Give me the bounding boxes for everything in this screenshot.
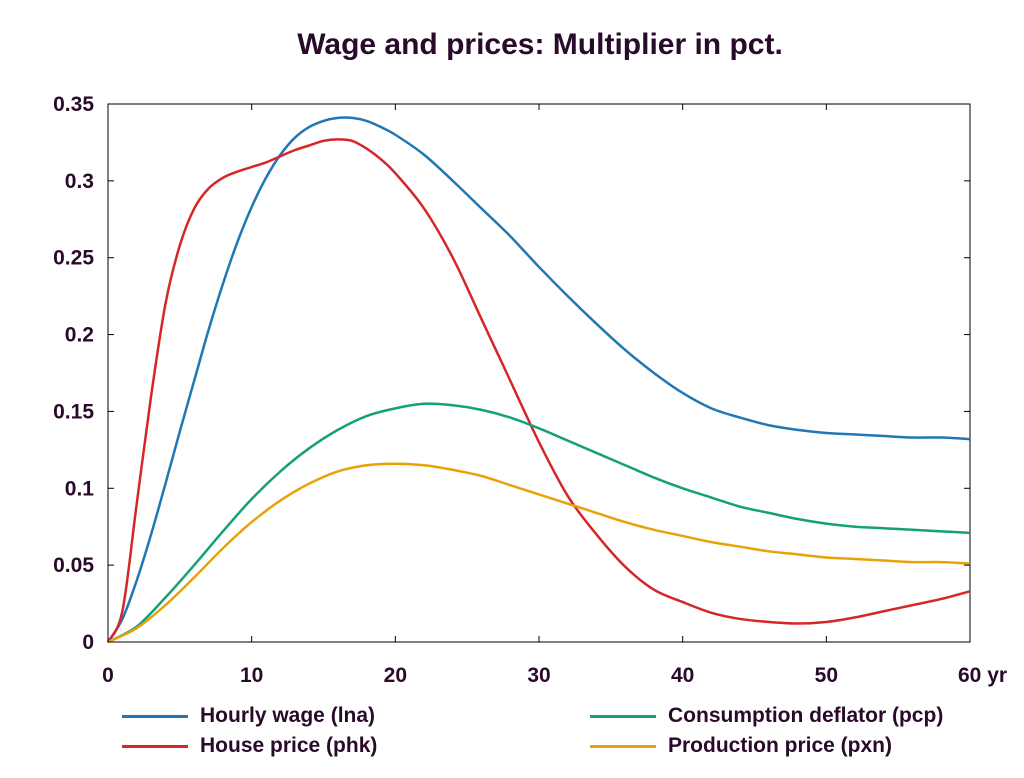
legend-swatch (590, 745, 656, 748)
legend-label: Consumption deflator (pcp) (668, 704, 944, 727)
x-tick-label: 20 (384, 664, 407, 687)
x-tick-label: 40 (671, 664, 694, 687)
legend-swatch (122, 715, 188, 718)
y-tick-label: 0.15 (53, 400, 94, 423)
series-line-1 (106, 138, 971, 643)
x-tick-label: 60 yr (958, 664, 1007, 687)
series-line-2 (107, 402, 971, 644)
y-tick-label: 0.1 (65, 477, 95, 500)
chart-title: Wage and prices: Multiplier in pct. (297, 28, 783, 61)
y-tick-label: 0.25 (53, 247, 94, 270)
x-tick-label: 50 (815, 664, 838, 687)
series-layer (106, 116, 971, 644)
ticks: 0 10 20 30 40 50 60 yr 0 0.05 0.1 0.15 0.2 0.25 0.3 0.… (53, 93, 1007, 687)
series-line-3 (107, 462, 971, 644)
x-tick-label: 10 (240, 664, 263, 687)
line-chart: 0 10 20 30 40 50 60 yr 0 0.05 0.1 0.15 0.2 0.25 0.3 0.… (53, 93, 1007, 687)
y-tick-label: 0 (82, 631, 94, 654)
y-tick-label: 0.35 (53, 93, 94, 116)
plot-frame (107, 103, 971, 643)
plot-border (107, 103, 971, 643)
y-tick-label: 0.05 (53, 554, 94, 577)
legend-swatch (590, 715, 656, 718)
legend-label: House price (phk) (200, 734, 378, 757)
legend-label: Hourly wage (lna) (200, 704, 376, 727)
series-line-0 (106, 116, 971, 643)
legend-swatch (122, 745, 188, 748)
legend-label: Production price (pxn) (668, 734, 893, 757)
y-tick-label: 0.2 (65, 324, 94, 347)
x-tick-label: 30 (527, 664, 550, 687)
x-tick-label: 0 (102, 664, 114, 687)
y-tick-label: 0.3 (65, 170, 94, 193)
